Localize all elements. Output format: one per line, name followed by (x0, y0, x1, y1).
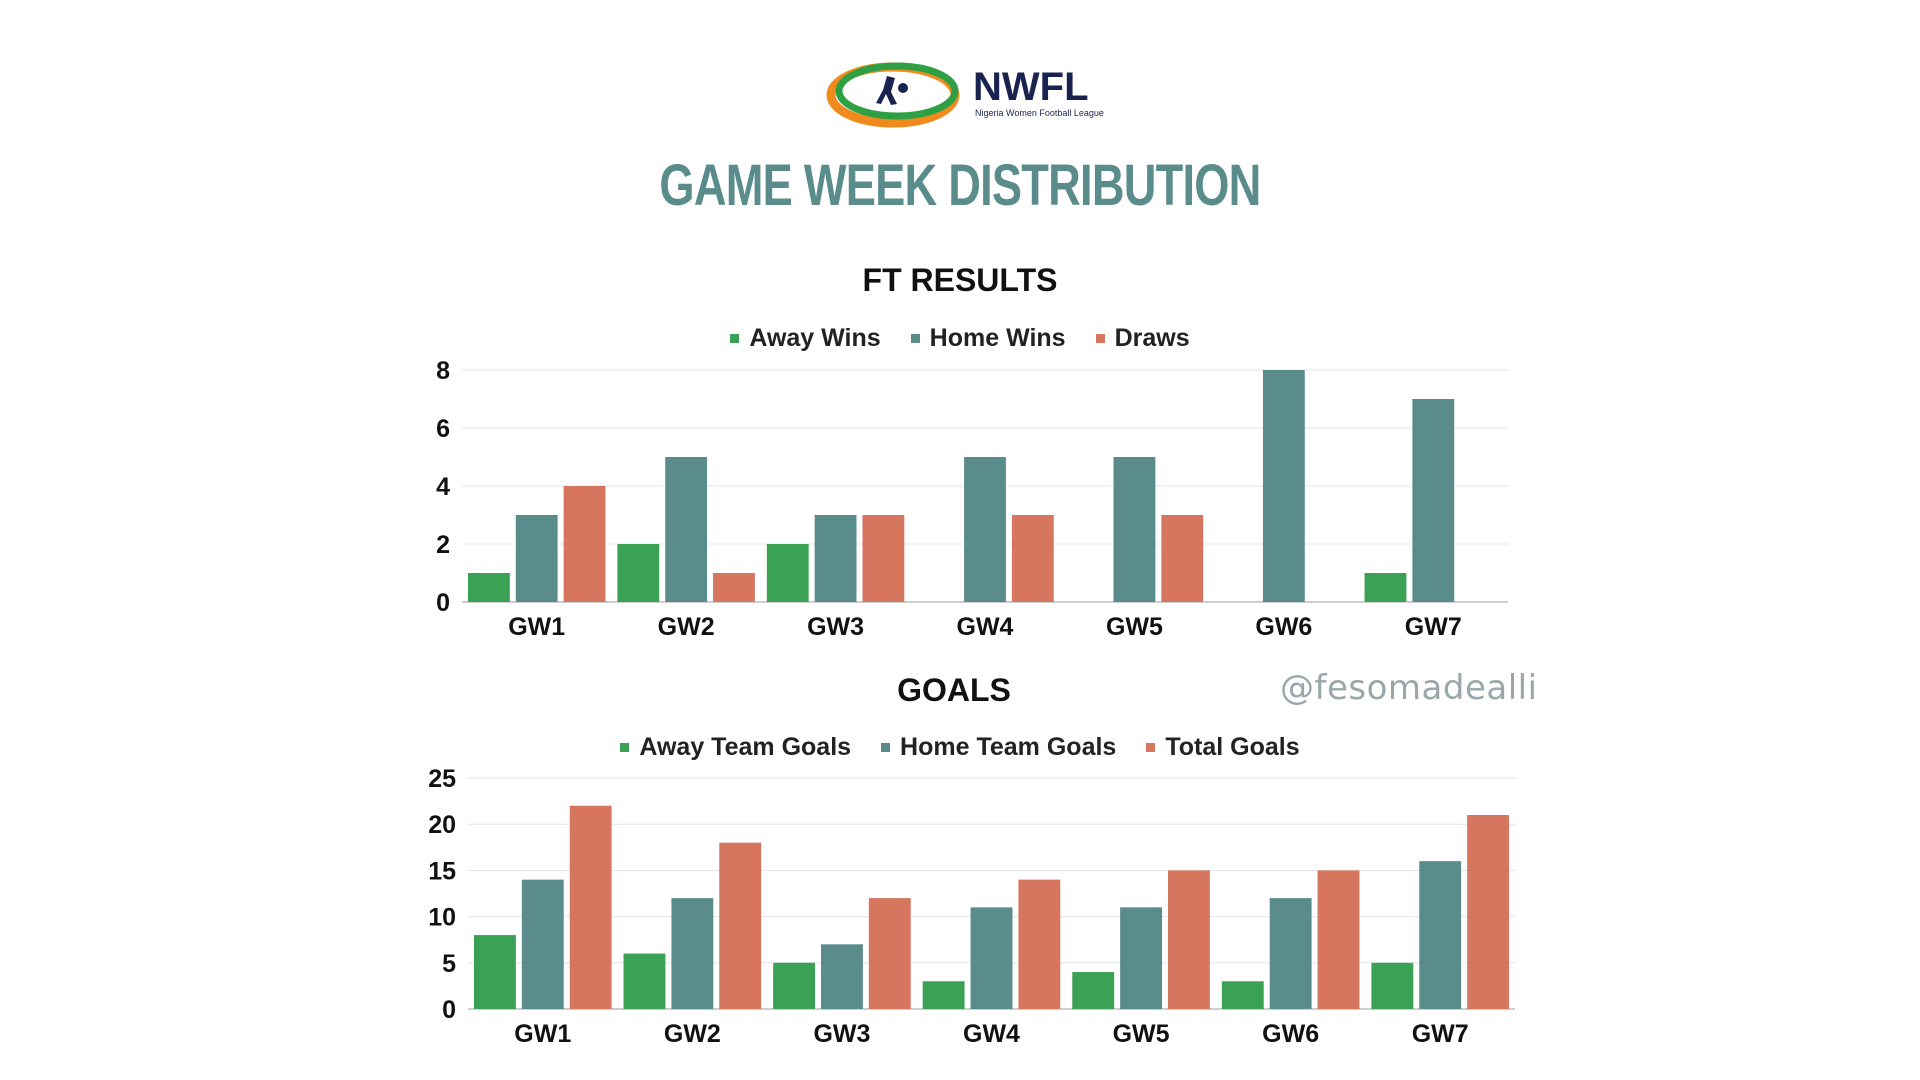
bar (1072, 972, 1115, 1009)
bar (1262, 370, 1305, 602)
bar (617, 544, 660, 602)
logo-player-icon (876, 76, 897, 105)
legend-label: Total Goals (1165, 733, 1300, 761)
x-tick-label: GW5 (1106, 613, 1163, 641)
bar (1120, 907, 1163, 1009)
legend-swatch (1146, 743, 1156, 752)
bar (563, 486, 606, 602)
bar (766, 544, 809, 602)
legend-goals: Away Team Goals Home Team Goals Total Go… (0, 733, 1920, 762)
bar (814, 515, 857, 602)
x-tick-label: GW6 (1255, 613, 1312, 641)
nwfl-logo: NWFL Nigeria Women Football League (826, 62, 1104, 128)
bar (1371, 962, 1414, 1009)
x-tick-label: GW4 (963, 1020, 1020, 1048)
logo-ring-green (835, 62, 959, 120)
y-tick-label: 0 (442, 996, 456, 1024)
x-tick-label: GW1 (514, 1020, 571, 1048)
bar (719, 842, 762, 1009)
bar (964, 457, 1006, 602)
bar (467, 573, 510, 602)
x-tick-label: GW3 (807, 613, 864, 641)
y-tick-label: 6 (436, 415, 450, 443)
x-tick-label: GW2 (664, 1020, 721, 1048)
bar (773, 962, 816, 1009)
bar (1419, 861, 1462, 1009)
legend-item-home-wins: Home Wins (910, 324, 1066, 353)
bar (922, 981, 965, 1009)
x-tick-label: GW5 (1113, 1020, 1170, 1048)
bar (1467, 814, 1510, 1009)
y-tick-label: 4 (436, 473, 450, 501)
y-tick-label: 8 (436, 357, 450, 385)
x-tick-label: GW7 (1412, 1020, 1469, 1048)
x-tick-label: GW2 (658, 613, 715, 641)
bar (521, 879, 564, 1009)
legend-swatch (620, 743, 630, 752)
legend-item-away-wins: Away Wins (730, 324, 881, 353)
legend-swatch (1095, 334, 1105, 343)
chart-title-ft-results: FT RESULTS (862, 262, 1058, 298)
bar (868, 898, 911, 1009)
legend-label: Away Team Goals (639, 733, 852, 761)
x-tick-label: GW7 (1405, 613, 1462, 641)
bar (1269, 898, 1312, 1009)
legend-swatch (730, 334, 740, 343)
legend-label: Home Wins (929, 324, 1066, 352)
bar (623, 953, 666, 1009)
legend-item-draws: Draws (1095, 324, 1190, 353)
y-tick-label: 10 (428, 904, 456, 932)
legend-item-home-team-goals: Home Team Goals (881, 733, 1116, 762)
y-tick-label: 5 (442, 950, 456, 978)
header: NWFL Nigeria Women Football League GAME … (0, 0, 1920, 230)
logo-subtitle: Nigeria Women Football League (975, 108, 1104, 118)
bar (820, 944, 863, 1009)
legend-ft-results: Away Wins Home Wins Draws (0, 324, 1920, 353)
legend-label: Draws (1114, 324, 1190, 352)
bar (1113, 457, 1156, 602)
bar (1161, 515, 1204, 602)
y-tick-label: 20 (428, 811, 456, 839)
legend-item-away-team-goals: Away Team Goals (620, 733, 851, 762)
bar (1018, 879, 1061, 1009)
x-tick-label: GW1 (508, 613, 565, 641)
legend-label: Home Team Goals (900, 733, 1117, 761)
bar (1221, 981, 1264, 1009)
watermark: @fesomadealli (1280, 668, 1538, 708)
bar (713, 573, 755, 602)
logo-text: NWFL (973, 65, 1089, 109)
bar (1011, 515, 1054, 602)
x-tick-label: GW6 (1262, 1020, 1319, 1048)
y-tick-label: 15 (428, 857, 456, 885)
bar (862, 515, 905, 602)
bar (1364, 573, 1407, 602)
bar (665, 457, 708, 602)
bar (515, 515, 558, 602)
x-tick-label: GW3 (813, 1020, 870, 1048)
legend-label: Away Wins (749, 324, 881, 352)
bar (569, 805, 612, 1009)
bar (473, 935, 516, 1009)
y-tick-label: 2 (436, 531, 450, 559)
page-title: GAME WEEK DISTRIBUTION (659, 153, 1261, 218)
bar (671, 898, 714, 1009)
logo-ball-icon (898, 83, 908, 93)
x-tick-label: GW4 (957, 613, 1014, 641)
chart-title-goals: GOALS (897, 672, 1011, 708)
legend-swatch (881, 743, 891, 752)
legend-item-total-goals: Total Goals (1146, 733, 1300, 762)
bar (1412, 399, 1455, 602)
bar (1317, 870, 1360, 1009)
bar (1167, 870, 1210, 1009)
legend-swatch (910, 334, 920, 343)
y-tick-label: 25 (428, 765, 456, 793)
logo-center (849, 75, 941, 111)
bar (970, 907, 1013, 1009)
y-tick-label: 0 (436, 589, 450, 617)
